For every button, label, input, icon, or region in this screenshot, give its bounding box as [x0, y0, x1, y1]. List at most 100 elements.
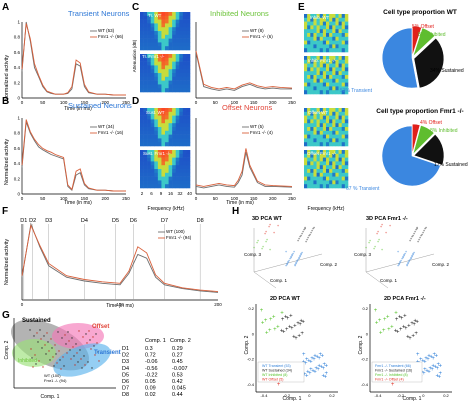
pca-dot: [32, 366, 34, 368]
heatmap-cell: [310, 63, 314, 68]
heatmap-cell: [147, 15, 152, 20]
pca-marker: +: [382, 328, 386, 334]
heatmap-cell: [313, 153, 317, 158]
heatmap-cell: [186, 84, 191, 89]
heatmap-cell: [310, 48, 314, 53]
heatmap-cell: [150, 153, 155, 158]
heatmap-cell: [179, 31, 184, 36]
heatmap-cell: [307, 59, 311, 64]
heatmap-e-inhib-wt: [304, 14, 349, 53]
pca-dot: [76, 352, 78, 354]
heatmap-cell: [172, 42, 177, 47]
heatmap-cell: [322, 150, 327, 155]
heatmap-cell: [143, 76, 148, 81]
heatmap-cell: [332, 44, 336, 49]
panel-d-map-xlabel: Frequency (kHz): [148, 206, 185, 212]
heatmap-cell: [179, 161, 184, 166]
x-tick-label: 150: [250, 100, 258, 105]
heatmap-cell: [150, 165, 155, 170]
heatmap-cell: [175, 130, 180, 135]
heatmap-cell: [182, 138, 187, 143]
heatmap-cell: [179, 76, 184, 81]
heatmap-cell: [326, 108, 330, 113]
x-tick-label: 200: [269, 196, 277, 201]
heatmap-cell: [161, 34, 166, 39]
pca-marker: +: [260, 308, 264, 314]
pca-dot: [88, 330, 90, 332]
heatmap-cell: [147, 54, 152, 59]
heatmap-cell: [310, 153, 314, 158]
pca-marker: +: [418, 237, 421, 242]
map-label-e3: Offset WT: [308, 110, 328, 115]
x-tick-label: 0: [21, 100, 24, 105]
pie-ko-label-inhibited: 8% Inhibited: [430, 128, 458, 134]
heatmap-cell: [161, 12, 166, 17]
heatmap-cell: [338, 142, 343, 147]
heatmap-cell: [154, 61, 159, 66]
heatmap-cell: [310, 86, 314, 91]
pca-marker: +: [296, 258, 299, 263]
heatmap-cell: [310, 157, 314, 162]
heatmap-cell: [182, 169, 187, 174]
heatmap-cell: [172, 57, 177, 62]
x-tick-label: 50: [213, 100, 219, 105]
heatmap-cell: [175, 172, 180, 177]
heatmap-cell: [175, 73, 180, 78]
pca-marker: +: [285, 327, 289, 333]
pca-marker: +: [402, 255, 405, 260]
pca-marker: +: [306, 237, 309, 242]
heatmap-cell: [161, 123, 166, 128]
heatmap-cell: [143, 127, 148, 132]
heatmap-cell: [140, 61, 144, 66]
heatmap-cell: [322, 21, 327, 26]
heatmap-cell: [307, 36, 311, 41]
pca-marker: +: [309, 360, 313, 366]
heatmap-cell: [322, 165, 327, 170]
heatmap-cell: [329, 17, 333, 22]
heatmap-cell: [313, 82, 317, 87]
pca-marker: +: [378, 318, 382, 324]
heatmap-cell: [175, 161, 180, 166]
heatmap-cell: [175, 80, 180, 85]
pca-marker: +: [437, 362, 441, 368]
pca-marker: +: [305, 373, 309, 379]
heatmap-cell: [335, 157, 339, 162]
heatmap-cell: [307, 142, 311, 147]
heatmap-cell: [157, 150, 162, 155]
pca-marker: +: [295, 261, 298, 266]
heatmap-cell: [175, 111, 180, 116]
heatmap-cell: [313, 21, 317, 26]
heatmap-cell: [329, 75, 333, 80]
h-3d-ko-comp1: Comp. 1: [380, 278, 398, 283]
heatmap-cell: [140, 119, 144, 124]
heatmap-cell: [307, 63, 311, 68]
heatmap-cell: [179, 34, 184, 39]
heatmap-cell: [344, 184, 349, 189]
heatmap-cell: [179, 180, 184, 185]
heatmap-cell: [319, 63, 324, 68]
heatmap-cell: [313, 157, 317, 162]
heatmap-cell: [140, 130, 144, 135]
heatmap-cell: [338, 29, 343, 34]
heatmap-cell: [165, 19, 169, 24]
heatmap-cell: [310, 150, 314, 155]
pca-marker: +: [381, 222, 384, 227]
heatmap-cell: [140, 142, 144, 147]
heatmap-cell: [335, 180, 339, 185]
heatmap-cell: [186, 69, 191, 74]
heatmap-cell: [172, 115, 177, 120]
heatmap-cell: [179, 73, 184, 78]
pca-marker: +: [291, 253, 294, 258]
heatmap-cell: [310, 176, 314, 181]
heatmap-cell: [335, 25, 339, 30]
heatmap-cell: [168, 161, 173, 166]
pca-marker: +: [315, 355, 319, 361]
heatmap-cell: [332, 17, 336, 22]
heatmap-cell: [172, 65, 177, 70]
heatmap-cell: [338, 161, 343, 166]
heatmap-cell: [175, 34, 180, 39]
heatmap-cell: [161, 23, 166, 28]
pca-marker: +: [435, 366, 439, 372]
pca-dot: [67, 331, 69, 333]
heatmap-cell: [307, 56, 311, 61]
